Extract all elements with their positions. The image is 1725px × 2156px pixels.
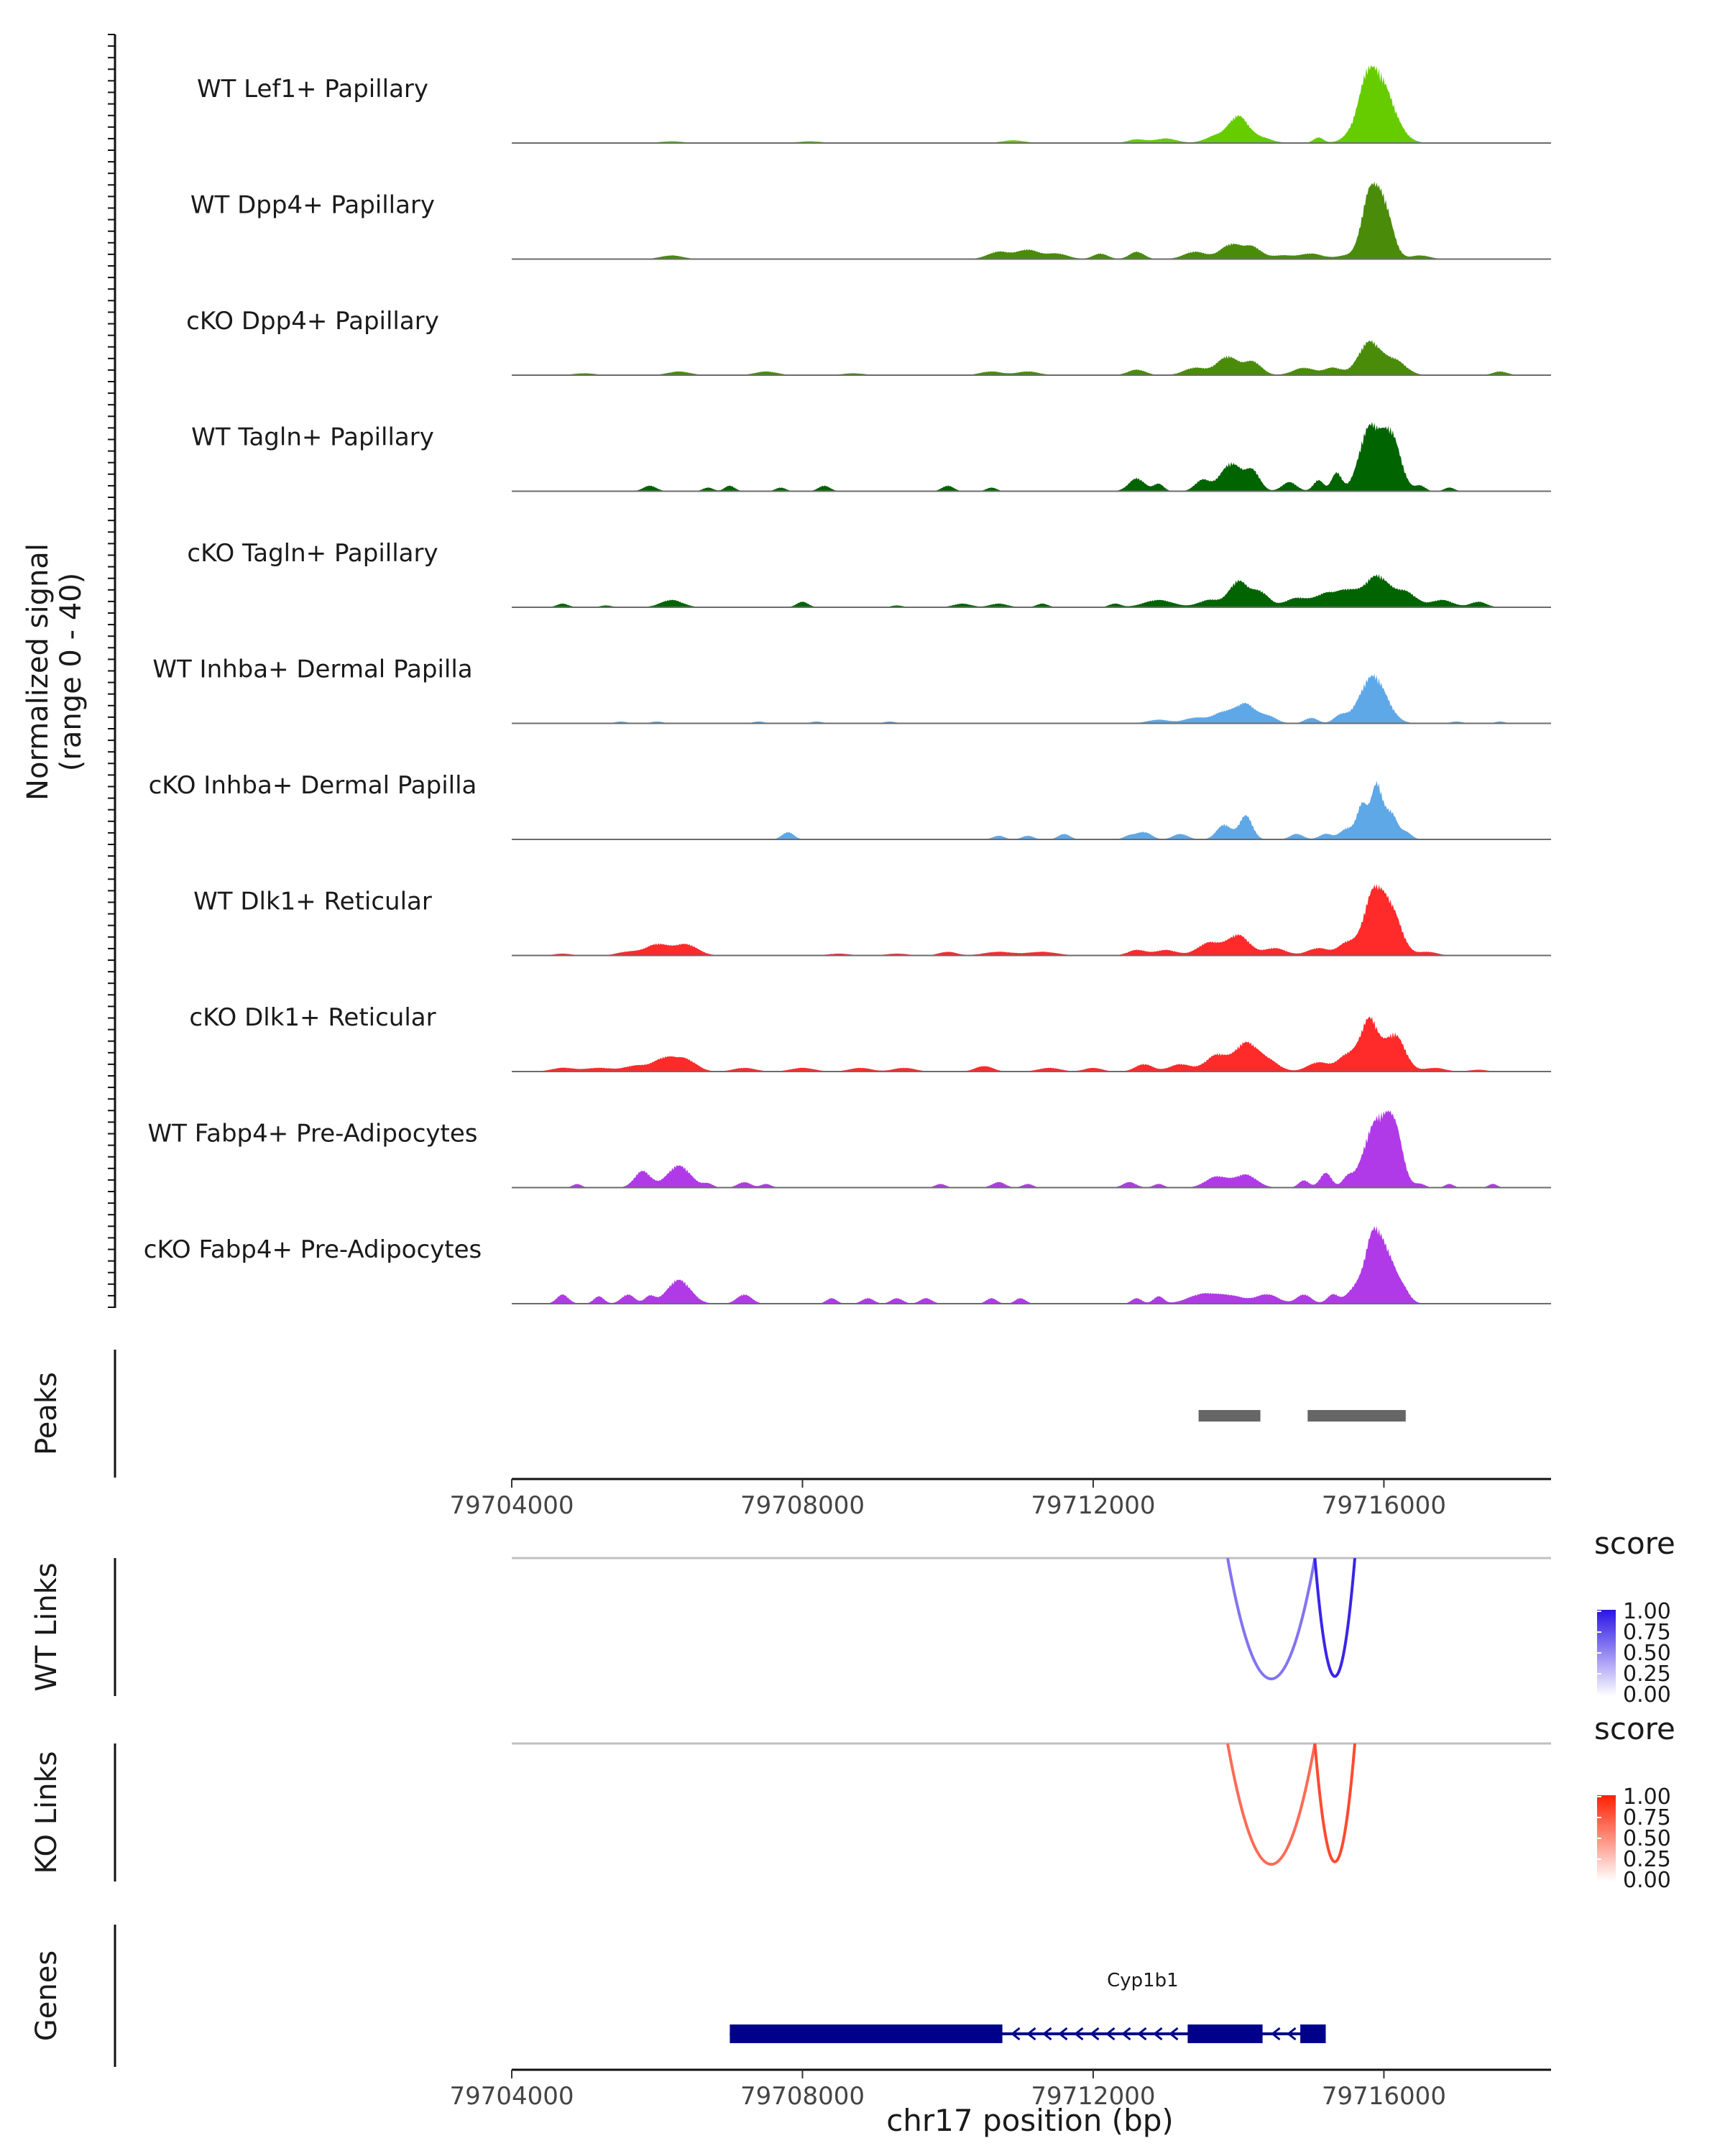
track-cko-fabp4-pre-adipocytes: cKO Fabp4+ Pre-Adipocytes bbox=[144, 1226, 1551, 1304]
link-arc bbox=[1313, 1743, 1356, 1864]
track-label: WT Dlk1+ Reticular bbox=[193, 888, 432, 916]
strand-arrow bbox=[1105, 2027, 1116, 2041]
strand-arrow bbox=[1026, 2027, 1036, 2041]
wt-links-panel: WT Links score 1.000.750.500.250.00 bbox=[30, 1526, 1675, 1708]
coverage-y-label-line2: (range 0 - 40) bbox=[55, 573, 88, 771]
strand-arrow bbox=[1042, 2027, 1052, 2041]
track-label: cKO Dpp4+ Papillary bbox=[186, 307, 439, 336]
x-tick-label: 79708000 bbox=[740, 2082, 865, 2111]
track-cko-tagln-papillary: cKO Tagln+ Papillary bbox=[187, 539, 1551, 608]
strand-arrow bbox=[1058, 2027, 1068, 2041]
strand-arrow bbox=[1271, 2027, 1281, 2041]
signal-area bbox=[512, 673, 1551, 724]
signal-area bbox=[512, 1110, 1551, 1188]
x-tick-label: 79712000 bbox=[1031, 2082, 1155, 2111]
track-label: WT Dpp4+ Papillary bbox=[190, 191, 435, 220]
track-label: cKO Dlk1+ Reticular bbox=[189, 1003, 436, 1032]
signal-area bbox=[512, 421, 1551, 492]
link-arc bbox=[1226, 1743, 1317, 1866]
track-cko-dlk1-reticular: cKO Dlk1+ Reticular bbox=[189, 1003, 1551, 1072]
track-wt-fabp4-pre-adipocytes: WT Fabp4+ Pre-Adipocytes bbox=[148, 1110, 1551, 1189]
gene-exon bbox=[730, 2024, 1003, 2043]
signal-area bbox=[512, 573, 1551, 607]
gene-exon bbox=[1300, 2024, 1326, 2043]
x-tick-label: 79716000 bbox=[1322, 2082, 1446, 2111]
track-cko-dpp4-papillary: cKO Dpp4+ Papillary bbox=[186, 307, 1551, 376]
x-axis-lower: 79704000 79708000 79712000 79716000 bbox=[449, 2068, 1551, 2111]
peak-region bbox=[1198, 1410, 1261, 1422]
track-label: WT Lef1+ Papillary bbox=[197, 75, 428, 103]
x-tick-label: 79704000 bbox=[449, 2082, 574, 2111]
legend-tick-label: 0.25 bbox=[1623, 1662, 1671, 1687]
signal-area bbox=[512, 884, 1551, 956]
score-legend: score 1.000.750.500.250.00 bbox=[1594, 1711, 1675, 1893]
track-label: WT Fabp4+ Pre-Adipocytes bbox=[148, 1120, 478, 1148]
legend-tick-label: 1.00 bbox=[1623, 1599, 1671, 1624]
x-axis-label: chr17 position (bp) bbox=[886, 2103, 1174, 2138]
peaks-track bbox=[1198, 1410, 1406, 1422]
strand-arrow bbox=[1011, 2027, 1021, 2041]
x-tick-label: 79708000 bbox=[740, 1491, 865, 1520]
legend-tick-label: 0.00 bbox=[1623, 1868, 1671, 1893]
legend-tick-label: 0.50 bbox=[1623, 1826, 1671, 1851]
strand-arrow bbox=[1074, 2027, 1084, 2041]
genes-track: Cyp1b1 bbox=[730, 1970, 1326, 2043]
x-tick-label: 79712000 bbox=[1031, 1491, 1155, 1520]
coverage-y-label-line1: Normalized signal bbox=[22, 543, 55, 801]
signal-area bbox=[512, 1016, 1551, 1072]
track-label: WT Inhba+ Dermal Papilla bbox=[152, 655, 472, 684]
signal-area bbox=[512, 181, 1551, 259]
peak-region bbox=[1307, 1410, 1406, 1422]
peaks-label: Peaks bbox=[30, 1372, 63, 1455]
legend-title: score bbox=[1594, 1526, 1675, 1561]
x-tick-label: 79704000 bbox=[449, 1491, 574, 1520]
x-axis-upper: 79704000 79708000 79712000 79716000 bbox=[449, 1478, 1551, 1520]
strand-arrow bbox=[1287, 2027, 1297, 2041]
track-wt-tagln-papillary: WT Tagln+ Papillary bbox=[191, 421, 1551, 492]
track-wt-lef1-papillary: WT Lef1+ Papillary bbox=[197, 65, 1551, 144]
signal-area bbox=[512, 1226, 1551, 1304]
links-label: WT Links bbox=[30, 1562, 63, 1691]
gene-exon bbox=[1187, 2024, 1263, 2043]
strand-arrow bbox=[1169, 2027, 1179, 2041]
ko-links-panel: KO Links score 1.000.750.500.250.00 bbox=[30, 1711, 1675, 1893]
coverage-y-axis bbox=[108, 34, 116, 1308]
signal-area bbox=[512, 780, 1551, 839]
track-wt-dpp4-papillary: WT Dpp4+ Papillary bbox=[190, 181, 1551, 260]
links-label: KO Links bbox=[30, 1751, 63, 1874]
legend-tick-label: 0.75 bbox=[1623, 1620, 1671, 1645]
strand-arrow bbox=[1153, 2027, 1163, 2041]
legend-tick-label: 0.50 bbox=[1623, 1641, 1671, 1666]
track-label: cKO Inhba+ Dermal Papilla bbox=[149, 771, 477, 800]
strand-arrow bbox=[1137, 2027, 1147, 2041]
legend-tick-label: 1.00 bbox=[1623, 1784, 1671, 1810]
track-label: cKO Fabp4+ Pre-Adipocytes bbox=[144, 1235, 482, 1264]
coverage-tracks: WT Lef1+ Papillary WT Dpp4+ Papillary cKO … bbox=[144, 65, 1551, 1304]
signal-area bbox=[512, 65, 1551, 143]
track-wt-inhba-dermal-papilla: WT Inhba+ Dermal Papilla bbox=[152, 655, 1551, 724]
link-arc bbox=[1226, 1557, 1317, 1680]
score-legend: score 1.000.750.500.250.00 bbox=[1594, 1526, 1675, 1708]
link-arc bbox=[1313, 1557, 1356, 1678]
legend-tick-label: 0.00 bbox=[1623, 1682, 1671, 1708]
track-label: WT Tagln+ Papillary bbox=[191, 423, 434, 452]
legend-title: score bbox=[1594, 1711, 1675, 1746]
genes-label: Genes bbox=[30, 1950, 63, 2041]
legend-tick-label: 0.25 bbox=[1623, 1847, 1671, 1872]
x-tick-label: 79716000 bbox=[1322, 1491, 1446, 1520]
track-wt-dlk1-reticular: WT Dlk1+ Reticular bbox=[193, 884, 1551, 957]
strand-arrow bbox=[1090, 2027, 1100, 2041]
track-cko-inhba-dermal-papilla: cKO Inhba+ Dermal Papilla bbox=[149, 771, 1551, 840]
gene-name: Cyp1b1 bbox=[1107, 1970, 1179, 1991]
strand-arrow bbox=[1121, 2027, 1131, 2041]
track-label: cKO Tagln+ Papillary bbox=[187, 539, 438, 568]
legend-tick-label: 0.75 bbox=[1623, 1805, 1671, 1830]
signal-area bbox=[512, 340, 1551, 375]
